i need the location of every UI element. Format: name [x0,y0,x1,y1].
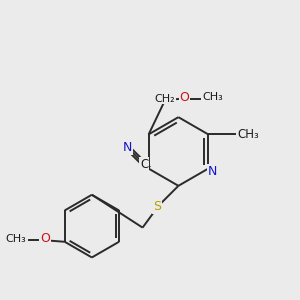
Text: C: C [140,158,148,170]
Text: CH₃: CH₃ [202,92,223,102]
Text: O: O [180,91,189,103]
Text: O: O [40,232,50,245]
Text: N: N [208,164,217,178]
Text: CH₃: CH₃ [6,234,26,244]
Text: S: S [153,200,160,213]
Text: N: N [123,141,132,154]
Text: CH₃: CH₃ [237,128,259,141]
Text: CH₂: CH₂ [155,94,176,103]
